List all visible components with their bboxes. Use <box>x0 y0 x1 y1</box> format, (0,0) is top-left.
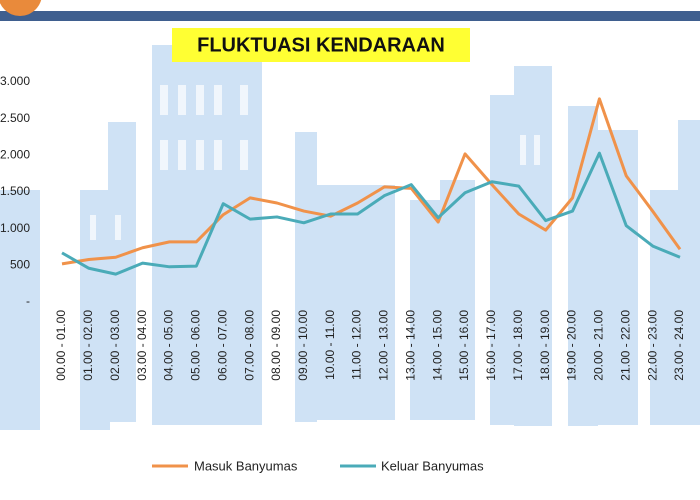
x-tick-label: 21.00 - 22.00 <box>618 310 632 381</box>
x-tick-label: 09.00 - 10.00 <box>296 310 310 381</box>
x-tick-label: 14.00 - 15.00 <box>430 310 444 381</box>
y-tick-label: 1.500 <box>0 184 30 198</box>
y-tick-label: 3.000 <box>0 74 30 88</box>
x-tick-label: 02.00 - 03.00 <box>108 310 122 381</box>
x-tick-label: 04.00 - 05.00 <box>162 310 176 381</box>
y-tick-label: 500 <box>10 258 30 272</box>
x-tick-label: 22.00 - 23.00 <box>645 310 659 381</box>
x-tick-label: 07.00 - 08.00 <box>242 310 256 381</box>
chart-title: FLUKTUASI KENDARAAN <box>197 34 445 56</box>
x-tick-label: 11.00 - 12.00 <box>350 310 364 380</box>
x-tick-label: 03.00 - 04.00 <box>135 310 149 381</box>
cityscape <box>0 45 700 430</box>
y-tick-label: 2.000 <box>0 148 30 162</box>
x-tick-label: 13.00 - 14.00 <box>403 310 417 381</box>
x-tick-label: 08.00 - 09.00 <box>269 310 283 381</box>
x-tick-label: 18.00 - 19.00 <box>538 310 552 381</box>
x-tick-label: 20.00 - 21.00 <box>592 310 606 381</box>
x-tick-label: 16.00 - 17.00 <box>484 310 498 381</box>
legend-label: Masuk Banyumas <box>194 458 298 473</box>
series-line <box>61 97 682 266</box>
y-tick-label: 1.000 <box>0 221 30 235</box>
x-tick-label: 05.00 - 06.00 <box>189 310 203 381</box>
windows <box>90 85 540 240</box>
x-tick-label: 10.00 - 11.00 <box>323 310 337 380</box>
header-bar <box>0 11 700 21</box>
x-tick-label: 06.00 - 07.00 <box>215 310 229 381</box>
title-highlight <box>172 28 470 62</box>
y-tick-label: - <box>26 294 30 308</box>
x-tick-label: 23.00 - 24.00 <box>672 310 686 381</box>
x-tick-label: 00.00 - 01.00 <box>54 310 68 381</box>
x-tick-label: 01.00 - 02.00 <box>81 310 95 381</box>
x-tick-label: 15.00 - 16.00 <box>457 310 471 381</box>
x-tick-label: 12.00 - 13.00 <box>377 310 391 381</box>
logo <box>0 0 42 16</box>
series-line <box>61 151 681 276</box>
y-tick-label: 2.500 <box>0 111 30 125</box>
x-tick-label: 19.00 - 20.00 <box>565 310 579 381</box>
legend-label: Keluar Banyumas <box>381 458 484 473</box>
x-tick-label: 17.00 - 18.00 <box>511 310 525 381</box>
